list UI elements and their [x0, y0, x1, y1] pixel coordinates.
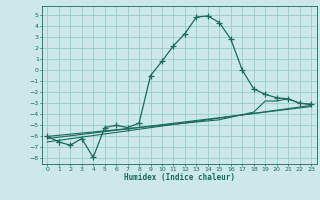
- X-axis label: Humidex (Indice chaleur): Humidex (Indice chaleur): [124, 173, 235, 182]
